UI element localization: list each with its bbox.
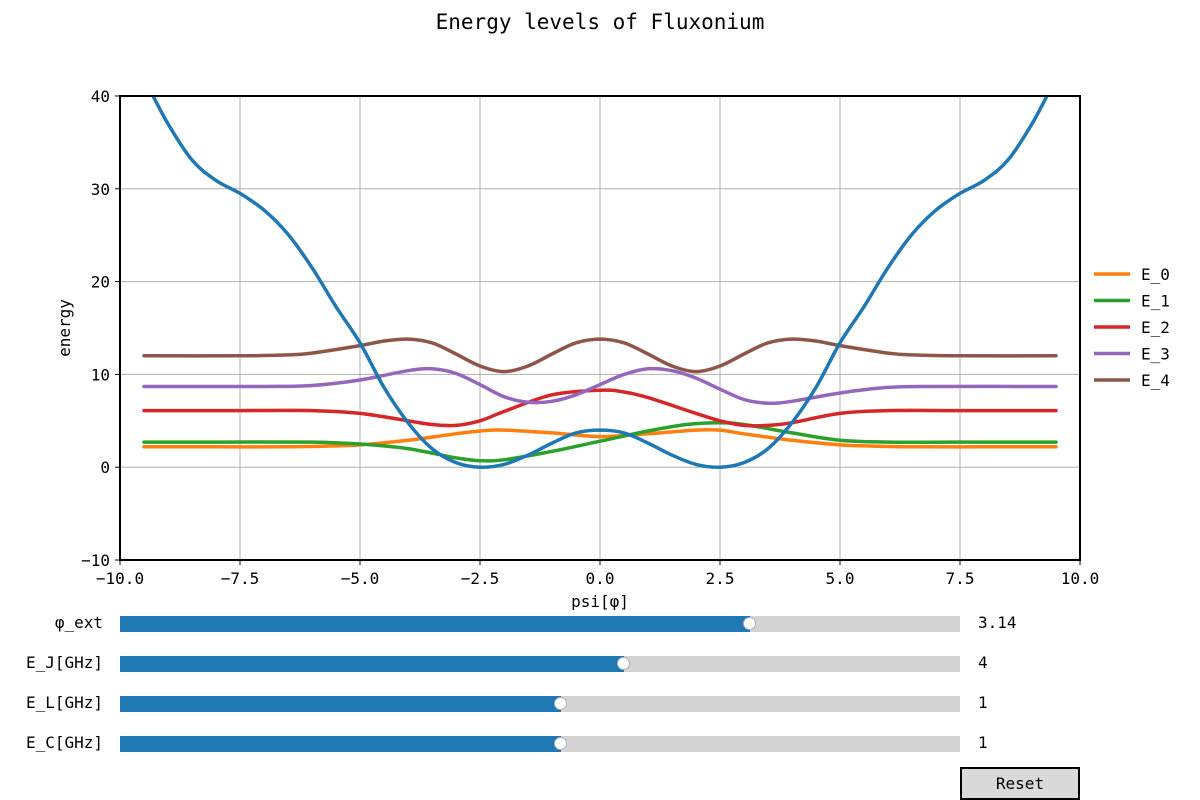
legend-label: E_2 (1141, 318, 1170, 337)
slider-track[interactable] (120, 656, 960, 672)
slider-value: 4 (978, 653, 988, 672)
x-tick-label: 2.5 (706, 569, 735, 588)
axis-ticks: −10.0 −7.5 −5.0 −2.5 0.0 2.5 5.0 7.5 10.0 −10 0 10 2… (81, 87, 1099, 588)
y-tick-label: 0 (100, 458, 110, 477)
slider-label: φ_ext (54, 613, 103, 632)
y-tick-label: 20 (91, 273, 110, 292)
slider-handle[interactable] (617, 657, 630, 670)
grid (119, 95, 1081, 561)
series-line-e-3 (142, 366, 1058, 406)
slider-track[interactable] (120, 736, 960, 752)
slider-label: E_C[GHz] (25, 733, 103, 752)
slider-fill (120, 656, 624, 672)
slider-value: 3.14 (978, 613, 1017, 632)
y-tick-label: 40 (91, 87, 110, 106)
slider-fill (120, 736, 561, 752)
series-line-e-4 (142, 337, 1058, 374)
slider-label: E_L[GHz] (25, 693, 103, 712)
legend-label: E_0 (1141, 265, 1170, 284)
x-tick-label: 5.0 (826, 569, 855, 588)
legend-label: E_1 (1141, 292, 1170, 311)
slider-track[interactable] (120, 616, 960, 632)
slider-e-c: E_C[GHz] 1 (0, 732, 1200, 754)
slider-fill (120, 696, 561, 712)
x-tick-label: 0.0 (586, 569, 615, 588)
slider-label: E_J[GHz] (25, 653, 103, 672)
reset-button[interactable]: Reset (960, 767, 1080, 800)
x-tick-label: −10.0 (96, 569, 144, 588)
slider-phi-ext: φ_ext 3.14 (0, 612, 1200, 634)
x-tick-label: 7.5 (946, 569, 975, 588)
series-line-e-1 (142, 420, 1058, 463)
slider-value: 1 (978, 693, 988, 712)
x-tick-label: −2.5 (461, 569, 500, 588)
slider-track[interactable] (120, 696, 960, 712)
slider-e-j: E_J[GHz] 4 (0, 652, 1200, 674)
slider-handle[interactable] (554, 697, 567, 710)
x-tick-label: −7.5 (221, 569, 260, 588)
series-line-e-2 (142, 388, 1058, 428)
legend-label: E_3 (1141, 345, 1170, 364)
slider-value: 1 (978, 733, 988, 752)
potential-line (151, 96, 1049, 469)
x-tick-label: 10.0 (1061, 569, 1100, 588)
slider-handle[interactable] (554, 737, 567, 750)
slider-handle[interactable] (743, 617, 756, 630)
legend: E_0 E_1 E_2 E_3 E_4 (1094, 265, 1170, 390)
y-tick-label: 30 (91, 180, 110, 199)
x-tick-label: −5.0 (341, 569, 380, 588)
y-tick-label: 10 (91, 365, 110, 384)
y-tick-label: −10 (81, 551, 110, 570)
plot-lines (142, 96, 1058, 469)
energy-plot: −10.0 −7.5 −5.0 −2.5 0.0 2.5 5.0 7.5 10.0 −10 0 10 2… (55, 87, 1170, 610)
chart-title: Energy levels of Fluxonium (435, 10, 765, 34)
slider-e-l: E_L[GHz] 1 (0, 692, 1200, 714)
y-axis-label: energy (55, 299, 74, 357)
slider-fill (120, 616, 750, 632)
legend-label: E_4 (1141, 371, 1170, 390)
x-axis-label: psi[φ] (571, 592, 629, 610)
series-line-e-0 (142, 427, 1058, 449)
